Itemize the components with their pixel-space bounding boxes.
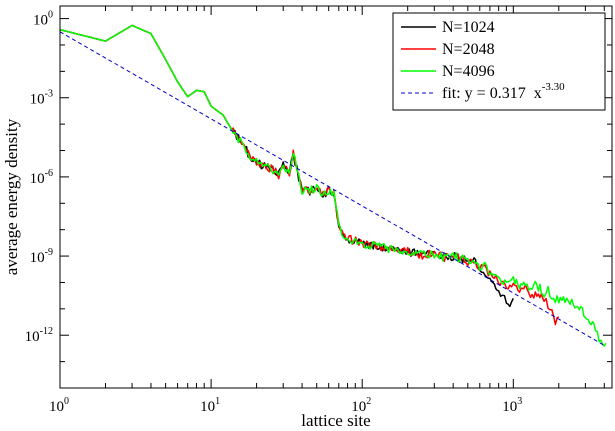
- series-line-n-4096: [59, 24, 607, 347]
- x-axis-label: lattice site: [301, 411, 370, 430]
- legend-label: N=1024: [442, 19, 495, 36]
- x-tick-label: 101: [200, 396, 220, 415]
- y-tick-label: 10-3: [30, 89, 53, 108]
- plot-frame: [59, 5, 613, 389]
- x-tick-label: 103: [502, 396, 522, 415]
- y-tick-label: 10-6: [30, 168, 53, 187]
- y-tick-label: 100: [33, 10, 53, 29]
- legend-label: N=4096: [442, 63, 495, 80]
- legend-box: [392, 12, 606, 111]
- legend-label: fit: y = 0.317 x-3.30: [442, 81, 565, 102]
- legend-label: N=2048: [442, 41, 495, 58]
- y-tick-label: 10-12: [25, 326, 53, 345]
- y-axis-label: average energy density: [2, 118, 21, 275]
- plot-area: [59, 5, 613, 389]
- x-tick-label: 100: [49, 396, 69, 415]
- x-tick-label: 102: [351, 396, 371, 415]
- y-tick-label: 10-9: [30, 247, 53, 266]
- y-tick-labels: 100 10-3 10-6 10-9 10-12: [25, 10, 53, 346]
- x-tick-labels: 100 101 102 103: [49, 396, 522, 415]
- series-layer: [59, 24, 607, 347]
